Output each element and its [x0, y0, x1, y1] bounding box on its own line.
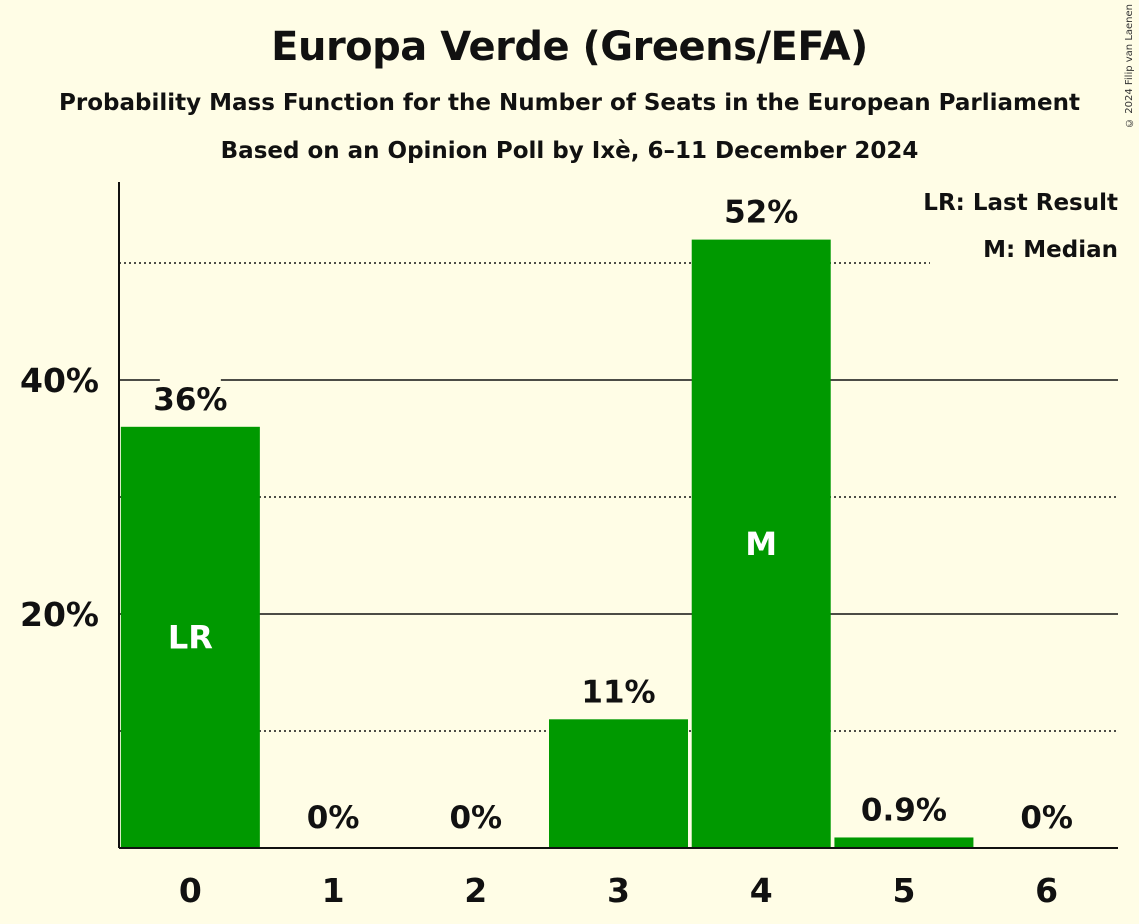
value-label-4: 52%: [724, 195, 798, 231]
value-labels: 36% 0% 0% 11% 52% 0.9% 0% LR M: [153, 195, 1073, 836]
gridlines: [119, 262, 1118, 732]
bar-4: [691, 239, 831, 849]
bar-marker-m: M: [745, 525, 777, 563]
label-halo-6: [1024, 798, 1069, 840]
x-tick-label-4: 4: [750, 871, 773, 910]
legend-entry-1: M: Median: [983, 237, 1118, 263]
label-halo-0: [159, 376, 221, 419]
x-tick-label-5: 5: [892, 871, 915, 910]
y-tick-label-20: 20%: [20, 595, 99, 634]
bar-0: [120, 426, 260, 848]
legend-entry-0: LR: Last Result: [923, 190, 1118, 216]
axes: 20% 40% 0 1 2 3 4 5 6: [20, 182, 1118, 910]
x-tick-label-1: 1: [322, 871, 345, 910]
value-label-6: 0%: [1020, 800, 1073, 836]
label-halo-4: [730, 189, 792, 232]
label-halo-3: [588, 669, 649, 712]
bars: [120, 189, 1069, 849]
legend-halo-0: [930, 183, 1120, 219]
bar-5: [834, 837, 974, 848]
value-label-1: 0%: [307, 800, 360, 836]
x-tick-label-2: 2: [464, 871, 487, 910]
x-tick-label-3: 3: [607, 871, 630, 910]
y-tick-label-40: 40%: [20, 361, 99, 400]
x-tick-label-0: 0: [179, 871, 202, 910]
legend-halo-1: [930, 230, 1120, 266]
x-tick-label-6: 6: [1035, 871, 1058, 910]
label-halo-5: [864, 787, 943, 830]
value-label-5: 0.9%: [861, 792, 947, 828]
label-halo-2: [453, 798, 498, 840]
value-label-3: 11%: [581, 674, 655, 710]
chart-subtitle: Probability Mass Function for the Number…: [59, 90, 1080, 116]
value-label-2: 0%: [449, 800, 502, 836]
chart-title: Europa Verde (Greens/EFA): [271, 24, 868, 70]
value-label-0: 36%: [153, 382, 227, 418]
bar-marker-lr: LR: [168, 618, 213, 656]
chart-source: Based on an Opinion Poll by Ixè, 6–11 De…: [220, 138, 919, 164]
label-halo-1: [311, 798, 356, 840]
bar-3: [549, 719, 688, 848]
legend: LR: Last Result M: Median: [923, 183, 1120, 266]
